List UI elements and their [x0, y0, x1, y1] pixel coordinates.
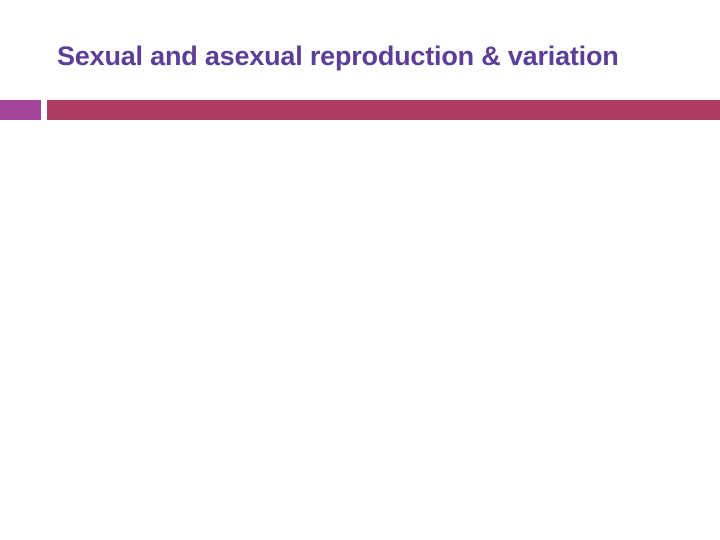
slide-title: Sexual and asexual reproduction & variat… [57, 41, 619, 71]
slide-body-empty-area [0, 120, 720, 540]
accent-bar-main [47, 100, 720, 120]
accent-bar-left-segment [0, 100, 41, 120]
title-underline-bar [0, 100, 720, 120]
